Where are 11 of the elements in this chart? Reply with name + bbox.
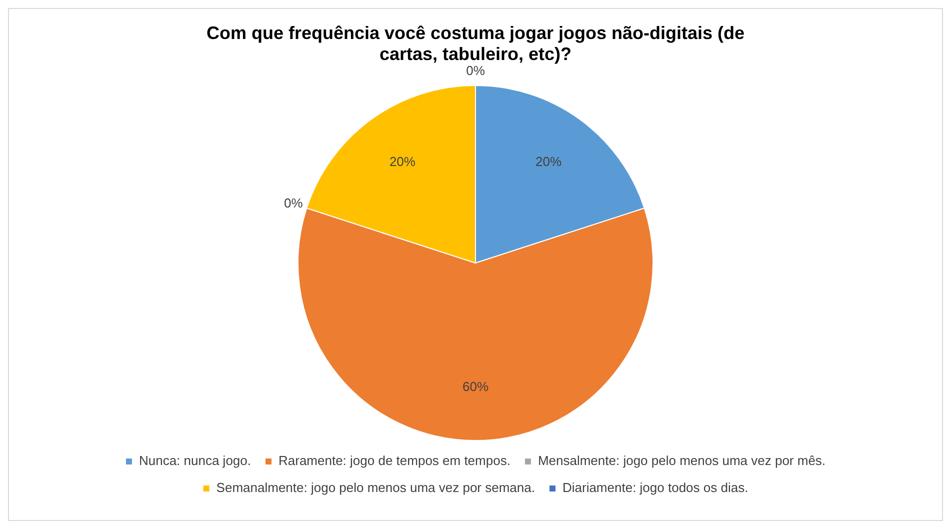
data-label: 20% — [389, 154, 416, 170]
legend-label: Raramente: jogo de tempos em tempos. — [278, 453, 510, 468]
legend-label: Diariamente: jogo todos os dias. — [562, 480, 748, 496]
chart-title: Com que frequência você costuma jogar jogos não-digitais (de cartas, tabuleiro, etc)? — [205, 23, 746, 65]
text: 0% — [284, 195, 303, 210]
legend-label: Semanalmente: jogo pelo menos uma vez por semana. — [216, 480, 535, 496]
data-label: 20% — [536, 154, 562, 170]
data-label: 60% — [462, 378, 489, 394]
text: 0% — [466, 63, 485, 78]
legend-label: Nunca: nunca jogo. — [138, 453, 251, 468]
legend-label: Mensalmente: jogo pelo menos uma vez por mês. — [538, 453, 826, 468]
